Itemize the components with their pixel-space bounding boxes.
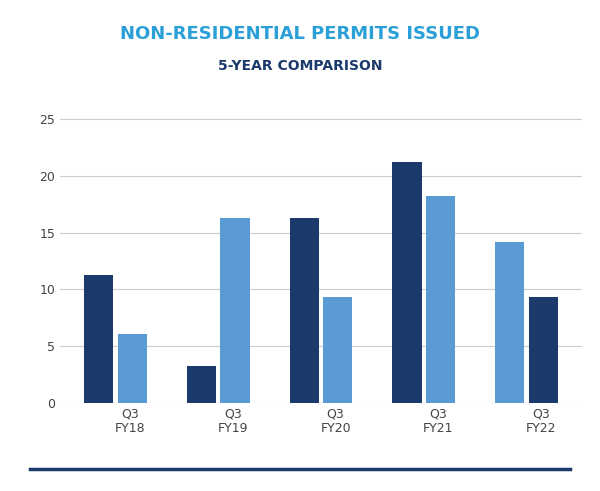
Bar <box>323 297 352 403</box>
Text: NON-RESIDENTIAL PERMITS ISSUED: NON-RESIDENTIAL PERMITS ISSUED <box>120 26 480 43</box>
Bar <box>529 297 558 403</box>
Bar <box>290 218 319 403</box>
Bar <box>220 218 250 403</box>
Bar <box>84 274 113 403</box>
Bar <box>118 333 146 403</box>
Text: 5-YEAR COMPARISON: 5-YEAR COMPARISON <box>218 59 382 73</box>
Bar <box>392 163 422 403</box>
Bar <box>187 366 216 403</box>
Bar <box>496 242 524 403</box>
Bar <box>426 196 455 403</box>
